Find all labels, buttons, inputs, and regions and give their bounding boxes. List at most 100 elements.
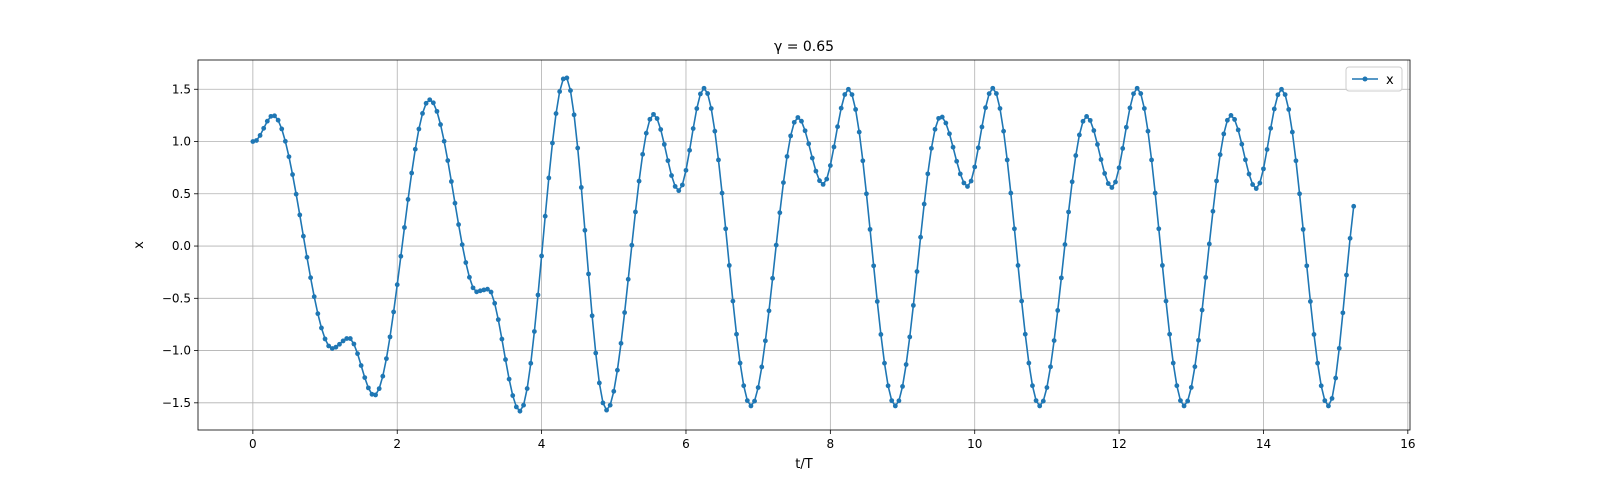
data-point <box>1181 403 1187 409</box>
data-point <box>831 144 837 150</box>
data-point <box>954 158 960 164</box>
data-point <box>517 408 523 414</box>
data-point <box>557 89 563 94</box>
data-point <box>535 292 541 298</box>
data-point <box>759 364 765 370</box>
data-point <box>1235 127 1241 133</box>
data-point <box>1307 299 1313 304</box>
data-point <box>658 127 664 132</box>
data-point <box>355 351 360 357</box>
data-point <box>950 144 956 150</box>
data-point <box>1033 398 1039 404</box>
data-point <box>907 334 913 340</box>
data-point <box>564 75 570 81</box>
data-point <box>676 188 682 194</box>
data-point <box>864 191 869 197</box>
data-point <box>947 131 952 137</box>
data-point <box>918 234 923 240</box>
x-tick-label: 8 <box>827 437 835 451</box>
data-point <box>387 334 393 340</box>
data-point <box>1022 331 1028 337</box>
data-point <box>1206 241 1212 247</box>
data-point <box>438 122 443 127</box>
data-point <box>571 112 577 118</box>
data-point <box>1102 171 1108 176</box>
data-point <box>550 140 555 146</box>
data-point <box>546 175 552 181</box>
data-point <box>824 176 830 182</box>
data-point <box>333 344 339 350</box>
data-point <box>1012 226 1017 232</box>
data-point <box>730 298 736 304</box>
data-point <box>1289 129 1295 135</box>
data-point <box>1044 385 1050 390</box>
data-point <box>885 383 891 389</box>
data-point <box>1167 331 1173 337</box>
data-point <box>1282 92 1288 97</box>
data-point <box>427 97 433 103</box>
data-point <box>687 147 692 153</box>
data-point <box>752 398 757 404</box>
data-point <box>661 141 667 147</box>
data-point <box>1066 209 1071 215</box>
chart-title: γ = 0.65 <box>774 39 834 55</box>
data-point <box>528 360 534 366</box>
data-point <box>347 336 353 341</box>
legend: x <box>1345 66 1403 92</box>
data-point <box>748 403 754 409</box>
data-point <box>394 282 400 288</box>
data-point <box>1015 262 1021 268</box>
data-point <box>806 141 812 147</box>
data-point <box>1214 178 1219 184</box>
data-point <box>282 138 288 144</box>
data-point <box>1318 383 1324 389</box>
data-point <box>889 398 895 404</box>
data-point <box>910 302 916 308</box>
data-point <box>434 108 440 114</box>
data-point <box>1304 263 1310 269</box>
data-point <box>874 299 880 304</box>
data-point <box>640 151 646 157</box>
data-point <box>578 184 584 190</box>
data-point <box>568 88 573 93</box>
data-point <box>1087 117 1093 123</box>
data-point <box>741 383 747 389</box>
data-point <box>326 343 332 349</box>
data-point <box>1243 157 1248 163</box>
data-point <box>542 213 548 219</box>
data-point <box>629 242 635 248</box>
data-point <box>286 154 292 160</box>
data-point <box>939 114 945 120</box>
data-point <box>510 393 516 398</box>
data-point <box>1098 157 1104 162</box>
data-point <box>308 275 314 281</box>
series-layer <box>250 75 1357 414</box>
data-point <box>290 172 295 177</box>
data-point <box>300 233 306 239</box>
x-axis-label: t/T <box>795 457 812 472</box>
data-point <box>506 376 512 382</box>
data-point <box>412 146 418 152</box>
data-point <box>1347 235 1353 241</box>
data-point <box>1246 171 1252 177</box>
data-point <box>358 363 364 368</box>
data-point <box>719 190 725 196</box>
data-point <box>264 118 270 124</box>
data-point <box>416 126 422 132</box>
data-point <box>495 317 501 323</box>
legend-label: x <box>1386 73 1394 88</box>
data-point <box>1228 113 1234 118</box>
x-tick-label: 12 <box>1111 437 1126 451</box>
data-point <box>773 242 779 248</box>
data-point <box>1239 141 1245 147</box>
data-point <box>871 263 877 269</box>
data-point <box>809 155 815 161</box>
data-point <box>716 157 721 163</box>
data-point <box>1286 107 1292 112</box>
data-point <box>799 118 804 124</box>
data-point <box>293 191 299 197</box>
legend-swatch-marker <box>1362 76 1368 82</box>
data-point <box>1160 262 1165 268</box>
data-point <box>1340 310 1346 316</box>
